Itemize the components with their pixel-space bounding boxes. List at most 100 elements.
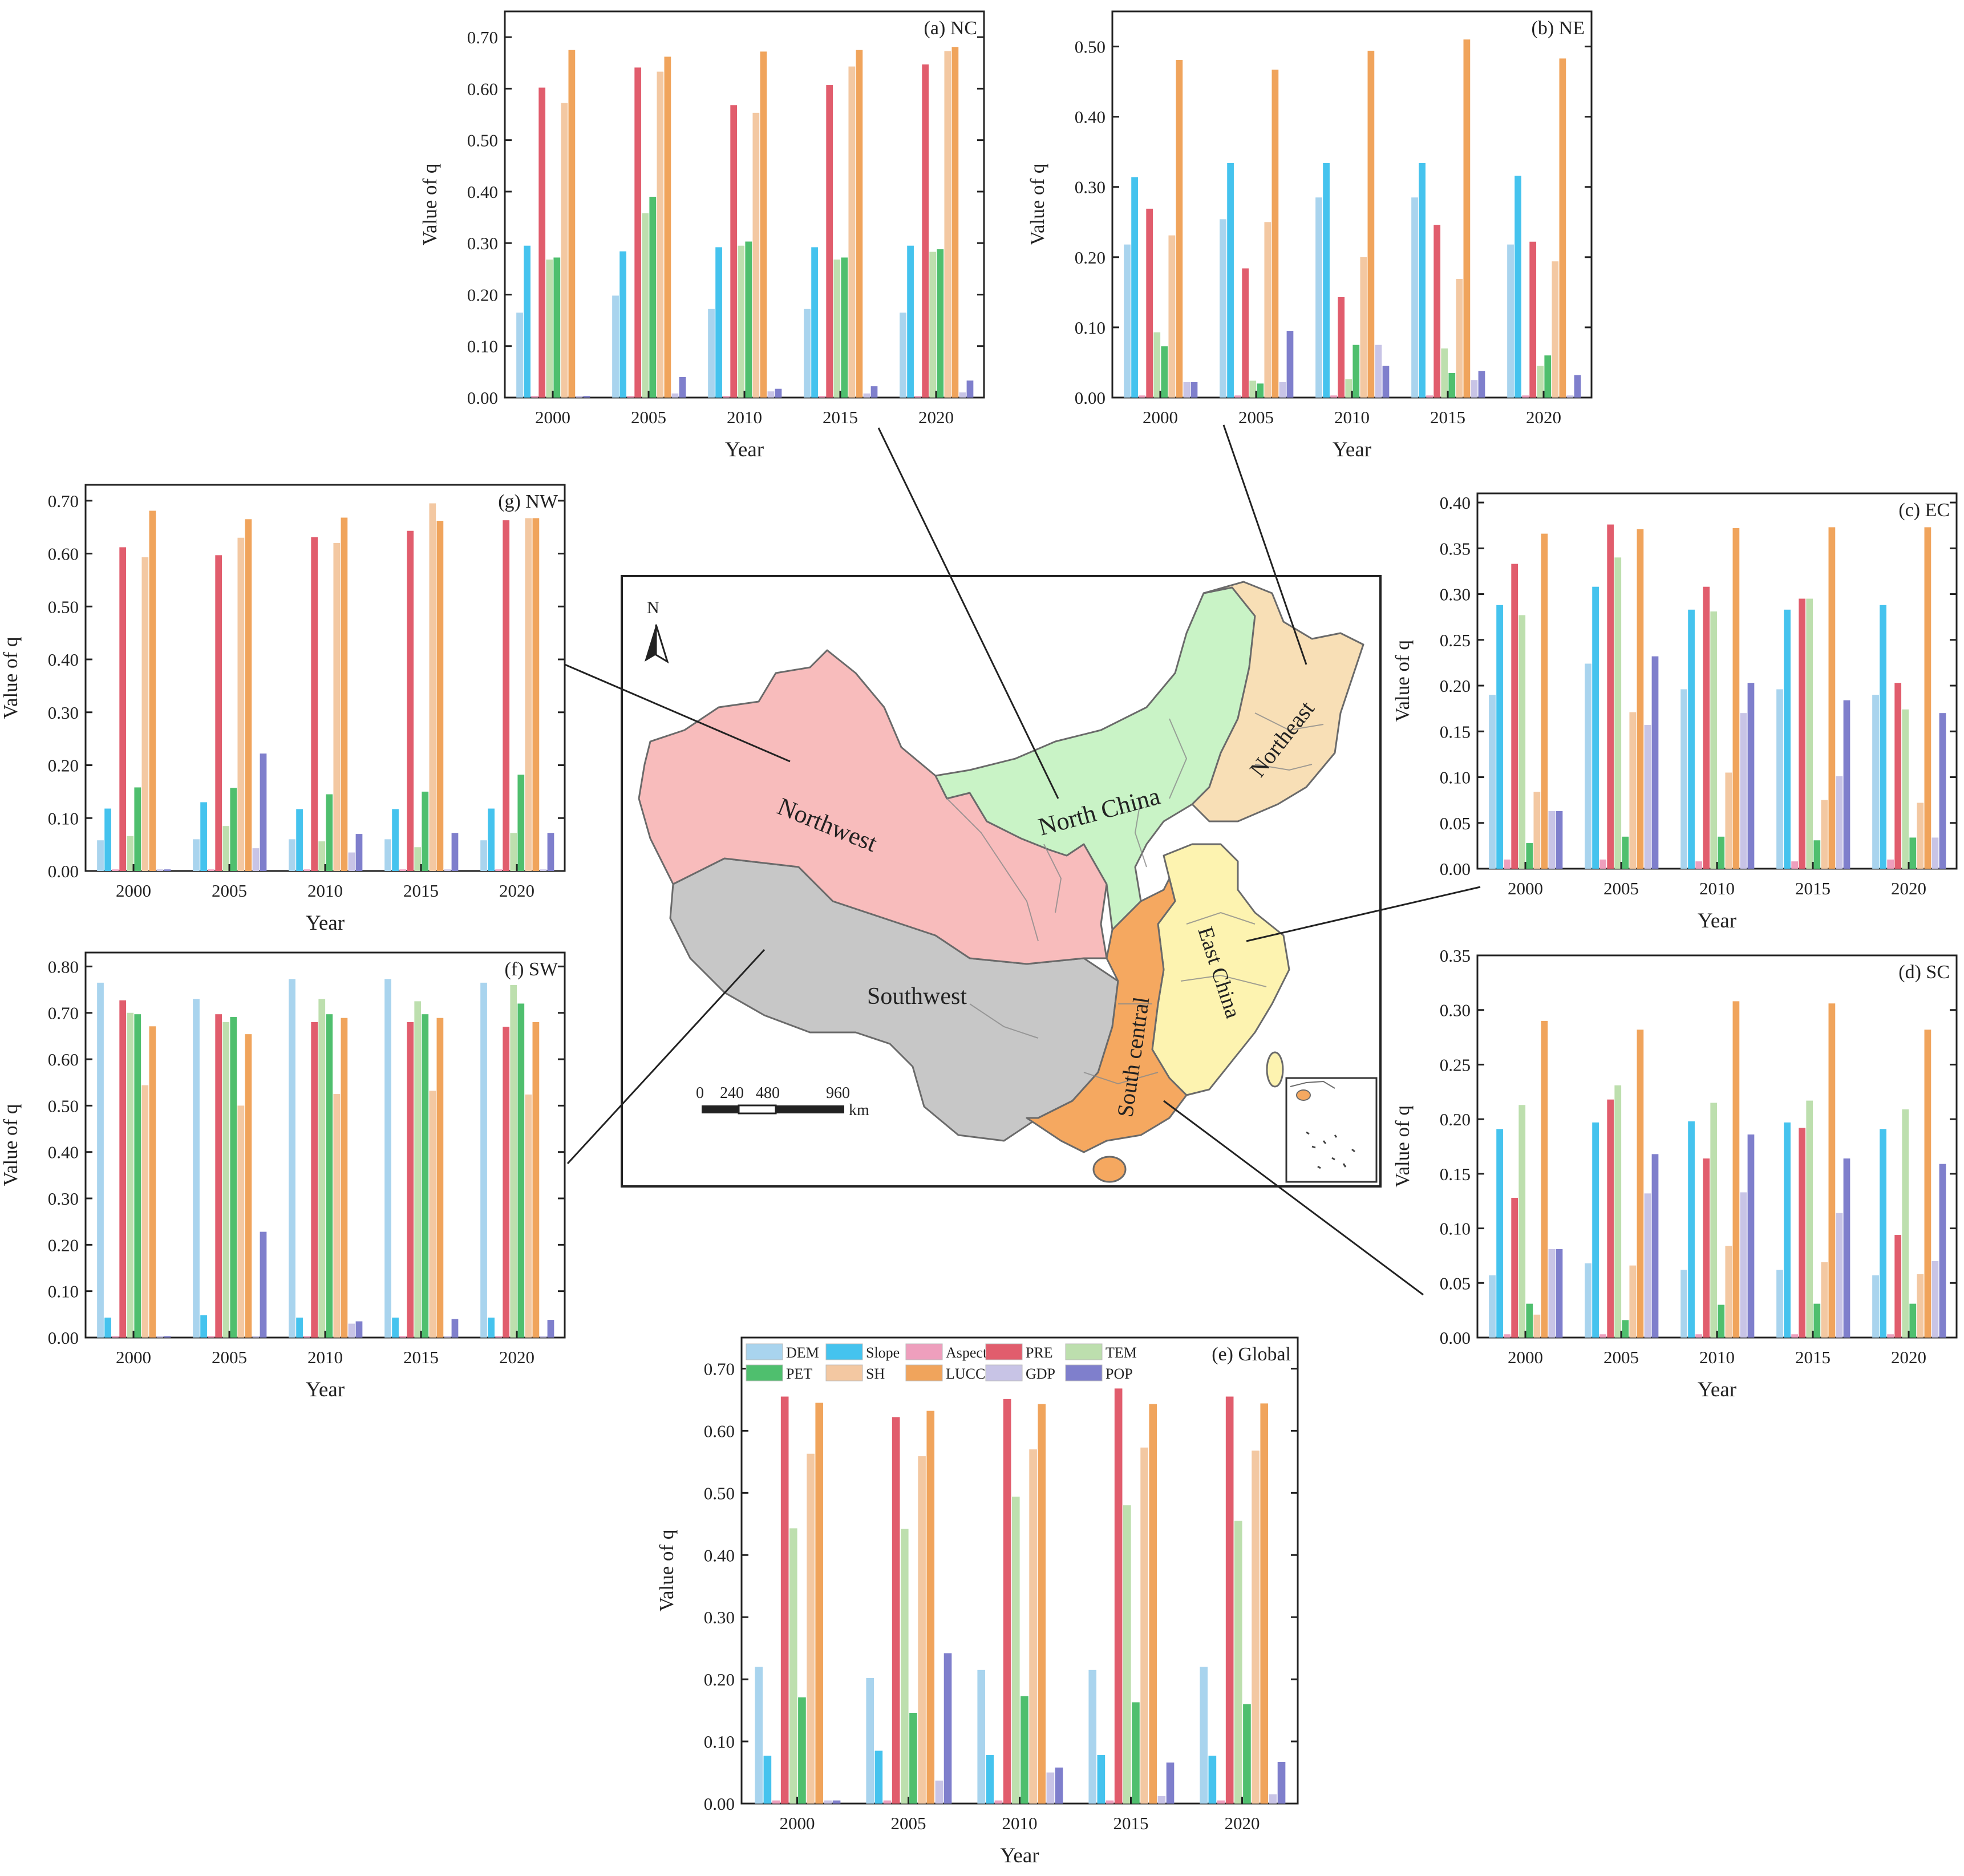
bar-gdp — [540, 869, 547, 871]
bar-slope — [488, 808, 495, 871]
inset-hainan — [1296, 1089, 1311, 1101]
bar-gdp — [1740, 1192, 1747, 1338]
bar-lucc — [245, 1034, 252, 1338]
bar-pet — [1526, 1303, 1533, 1338]
bar-lucc — [1367, 50, 1375, 398]
bar-sh — [1629, 1265, 1637, 1338]
bar-sh — [333, 1094, 341, 1338]
bar-dem — [708, 309, 715, 398]
bar-slope — [1496, 605, 1503, 869]
x-tick-label: 2010 — [307, 1347, 343, 1367]
bar-pet — [1526, 843, 1533, 869]
bar-pop — [775, 388, 782, 398]
y-tick-label: 0.70 — [48, 491, 79, 511]
bar-pet — [798, 1697, 806, 1804]
bar-dem — [1200, 1667, 1208, 1804]
y-tick-label: 0.10 — [1440, 1219, 1471, 1239]
bar-pop — [1190, 382, 1198, 398]
bar-pre — [538, 87, 546, 398]
region-label-southwest: Southwest — [867, 983, 967, 1010]
bar-lucc — [1260, 1403, 1269, 1804]
x-tick-label: 2015 — [1795, 878, 1831, 898]
bar-pop — [1843, 1158, 1850, 1338]
legend-swatch-aspect — [905, 1343, 943, 1360]
bar-gdp — [540, 1336, 547, 1338]
x-tick-label: 2000 — [535, 407, 570, 427]
bar-pop — [943, 1653, 952, 1804]
chart-nw: 0.00 0.10 0.20 0.30 0.40 0.50 0.60 0.70 Value of… — [0, 484, 566, 935]
legend-label-tem: TEM — [1105, 1344, 1137, 1361]
bar-slope — [986, 1755, 994, 1804]
hainan-island — [1092, 1156, 1127, 1183]
bar-aspect — [208, 869, 215, 871]
bar-pop — [164, 1336, 171, 1338]
x-axis-label: Year — [306, 911, 345, 935]
bar-pre — [1799, 1128, 1806, 1338]
bar-tem — [1234, 1521, 1242, 1804]
chart-sw: 0.00 0.10 0.20 0.30 0.40 0.50 0.60 0.70 0.80 Valu… — [0, 951, 566, 1401]
bar-aspect — [1791, 861, 1799, 869]
bar-gdp — [156, 1336, 164, 1338]
bar-pop — [832, 1800, 841, 1804]
y-tick-label: 0.00 — [467, 388, 498, 408]
y-axis-label: Value of q — [419, 164, 441, 246]
province-border — [946, 798, 1039, 942]
bar-pre — [922, 64, 929, 398]
bar-pop — [966, 380, 974, 398]
bar-sh — [918, 1456, 926, 1804]
north-arrow: N — [645, 598, 669, 664]
bar-tem — [1441, 348, 1448, 398]
leader-line-ne — [1222, 424, 1307, 665]
bar-aspect — [112, 1336, 119, 1338]
bar-lucc — [1924, 527, 1931, 869]
y-axis-label: Value of q — [1391, 1105, 1414, 1188]
bar-slope — [296, 809, 303, 871]
x-tick-label: 2020 — [1225, 1813, 1260, 1833]
north-arrow-shape — [645, 625, 656, 662]
bar-pre — [780, 1396, 789, 1804]
legend-label-dem: DEM — [786, 1344, 819, 1361]
bar-tem — [1710, 611, 1718, 869]
y-tick-label: 0.30 — [704, 1607, 735, 1627]
bar-slope — [1208, 1756, 1217, 1804]
bar-slope — [200, 802, 207, 871]
bar-tem — [1249, 380, 1257, 398]
bar-gdp — [444, 869, 451, 871]
bar-pop — [1939, 1164, 1946, 1338]
x-tick-label: 2010 — [307, 881, 343, 901]
bar-pop — [1556, 1249, 1563, 1338]
x-tick-label: 2015 — [403, 1347, 439, 1367]
chart-title: (d) SC — [1898, 962, 1950, 983]
bar-sh — [1629, 712, 1637, 869]
x-tick-label: 2005 — [891, 1813, 926, 1833]
legend-label-pop: POP — [1105, 1366, 1133, 1382]
legend-label-pre: PRE — [1026, 1344, 1053, 1361]
x-tick-label: 2015 — [1430, 407, 1465, 427]
y-tick-label: 0.20 — [48, 756, 79, 776]
bar-pet — [1622, 836, 1629, 869]
bar-slope — [874, 1751, 883, 1804]
bar-pet — [326, 1014, 333, 1338]
x-tick-label: 2010 — [1699, 878, 1735, 898]
x-tick-label: 2020 — [499, 1347, 534, 1367]
bar-tem — [510, 984, 517, 1338]
bar-sh — [1252, 1450, 1260, 1804]
bar-pop — [1939, 713, 1946, 869]
bar-pre — [1146, 208, 1153, 398]
bar-pet — [1718, 1304, 1725, 1338]
bar-tem — [1902, 709, 1909, 869]
x-axis-label: Year — [1333, 438, 1371, 461]
bar-dem — [516, 313, 523, 398]
leader-line-nc — [877, 427, 1059, 799]
y-axis-label: Value of q — [655, 1530, 678, 1612]
bar-lucc — [436, 521, 444, 871]
bar-slope — [1592, 586, 1599, 869]
bar-pre — [311, 537, 318, 871]
x-tick-label: 2005 — [1603, 878, 1639, 898]
bar-aspect — [627, 396, 634, 398]
bar-pet — [1161, 346, 1168, 398]
bar-pet — [1813, 840, 1821, 869]
y-tick-label: 0.40 — [1075, 107, 1105, 127]
bar-tem — [929, 252, 937, 398]
bar-pet — [937, 249, 944, 398]
